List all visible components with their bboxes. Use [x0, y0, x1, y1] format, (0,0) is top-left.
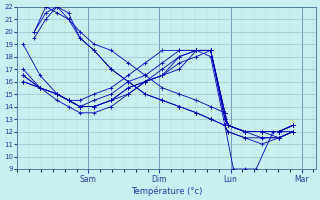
X-axis label: Température (°c): Température (°c)	[131, 186, 202, 196]
